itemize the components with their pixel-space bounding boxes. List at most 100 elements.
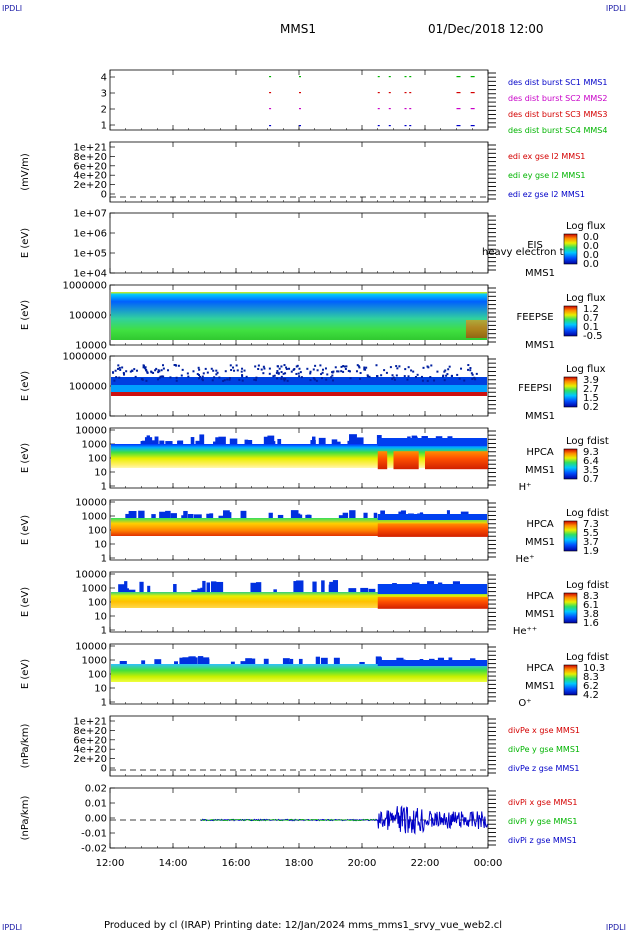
- feepsi-speckle: [283, 379, 286, 382]
- hpca-top-spike: [159, 511, 166, 518]
- feepsi-speckle: [257, 364, 260, 367]
- burst-dot: [388, 76, 391, 78]
- burst-dot: [269, 108, 272, 110]
- feepsi-speckle: [158, 370, 161, 373]
- feepsi-speckle: [118, 366, 121, 369]
- hpca-band: [111, 444, 487, 468]
- feepsi-speckle: [206, 371, 209, 374]
- feepsi-speckle: [254, 379, 257, 382]
- x-tick-label: 12:00: [96, 858, 125, 869]
- feepsi-speckle: [285, 368, 288, 371]
- hpca-top-spike: [240, 661, 247, 664]
- y-tick-label: 1000000: [62, 281, 107, 292]
- feepsi-speckle: [241, 379, 244, 382]
- hpca-top-spike: [139, 581, 144, 592]
- feepsi-speckle: [412, 370, 415, 373]
- y-axis-label: (nPa/km): [20, 724, 31, 769]
- burst-dot: [404, 92, 407, 94]
- feepsi-speckle: [297, 372, 300, 375]
- feepsi-speckle: [471, 377, 474, 380]
- feepsi-speckle: [475, 372, 478, 375]
- feepsi-speckle: [355, 370, 358, 373]
- feepsi-speckle: [152, 371, 155, 374]
- x-tick-label: 00:00: [474, 858, 503, 869]
- hpca-top-spike: [223, 510, 230, 518]
- feepsi-speckle: [315, 379, 318, 382]
- feepsi-speckle: [204, 367, 207, 370]
- feepsi-speckle: [192, 370, 195, 373]
- feepsi-speckle: [358, 366, 361, 369]
- feepsi-speckle: [117, 367, 120, 370]
- y-tick-label: 1e+04: [73, 269, 107, 280]
- y-axis-label: E (eV): [20, 443, 31, 473]
- feepsi-speckle: [444, 369, 447, 372]
- hpca-top-spike: [218, 515, 226, 518]
- feepsi-speckle: [320, 377, 323, 380]
- feepsi-speckle: [286, 379, 289, 382]
- feepsi-speckle: [391, 377, 394, 380]
- hpca-top-spike: [206, 513, 211, 518]
- feepsi-speckle: [345, 365, 348, 368]
- y-tick-label: 10000: [75, 341, 107, 352]
- burst-dot: [470, 108, 475, 110]
- feepsi-speckle: [229, 364, 232, 367]
- burst-dot: [409, 76, 412, 78]
- hpca-top-spike: [273, 589, 277, 592]
- feepsi-speckle: [467, 364, 470, 367]
- y-tick-label: 0.01: [85, 799, 107, 810]
- feepsi-speckle: [144, 367, 147, 370]
- hpca-top-spike: [277, 514, 284, 518]
- y-tick-label: 2e+20: [73, 754, 107, 765]
- watermark-tl: IPDLI: [2, 4, 23, 13]
- hpca-top-spike: [146, 435, 150, 444]
- hpca-top-spike: [195, 440, 204, 444]
- series-legend-label: divPi x gse MMS1: [508, 798, 577, 807]
- feepsi-speckle: [456, 373, 459, 376]
- y-tick-label: 1: [101, 626, 107, 637]
- feepsi-speckle: [180, 374, 183, 377]
- feepsi-speckle: [282, 377, 285, 380]
- instrument-label: HPCA: [526, 591, 554, 602]
- feepsi-speckle: [133, 368, 136, 371]
- feepsi-speckle: [114, 369, 117, 372]
- burst-dot: [269, 125, 272, 127]
- hpca-top-spike: [202, 657, 210, 664]
- series-legend-label: edi ex gse l2 MMS1: [508, 152, 585, 161]
- colorbar-label: 0.0: [583, 250, 599, 261]
- feepsi-speckle: [121, 366, 124, 369]
- colorbar-label: 6.2: [583, 681, 599, 692]
- feepsi-speckle: [421, 379, 424, 382]
- hpca-top-spike: [277, 438, 282, 444]
- burst-dot: [470, 125, 475, 127]
- series-legend-label: des dist burst SC1 MMS1: [508, 78, 607, 87]
- panel-frame: [109, 787, 489, 849]
- watermark-br: IPDLI: [605, 923, 626, 932]
- feepsi-speckle: [169, 376, 172, 379]
- burst-dot: [404, 108, 407, 110]
- feepsi-speckle: [324, 367, 327, 370]
- hpca-top-spike: [350, 438, 359, 444]
- feepsi-speckle: [277, 372, 280, 375]
- burst-dot: [409, 108, 412, 110]
- feepsi-speckle: [175, 379, 178, 382]
- series-legend-label: divPe x gse MMS1: [508, 726, 580, 735]
- instrument-label: MMS1: [525, 681, 555, 692]
- series-legend-label: divPi y gse MMS1: [508, 817, 577, 826]
- hpca-top-spike: [165, 510, 171, 518]
- hpca-top-spike: [349, 510, 356, 518]
- colorbar-label: 1.2: [583, 304, 599, 315]
- feepsi-speckle: [284, 372, 287, 375]
- hpca-top-spike: [182, 657, 191, 664]
- hpca-top-spike: [298, 658, 303, 664]
- hpca-late-blue: [377, 438, 487, 446]
- feepsi-speckle: [356, 364, 359, 367]
- feepsi-speckle: [232, 366, 235, 369]
- instrument-label: MMS1: [525, 465, 555, 476]
- feepsi-speckle: [135, 369, 138, 372]
- hpca-top-spike: [170, 513, 177, 518]
- series-legend-label: divPi z gse MMS1: [508, 836, 577, 845]
- burst-dot: [404, 125, 407, 127]
- instrument-label: HPCA: [526, 519, 554, 530]
- feepsi-speckle: [433, 379, 436, 382]
- hpca-top-spike: [216, 581, 224, 592]
